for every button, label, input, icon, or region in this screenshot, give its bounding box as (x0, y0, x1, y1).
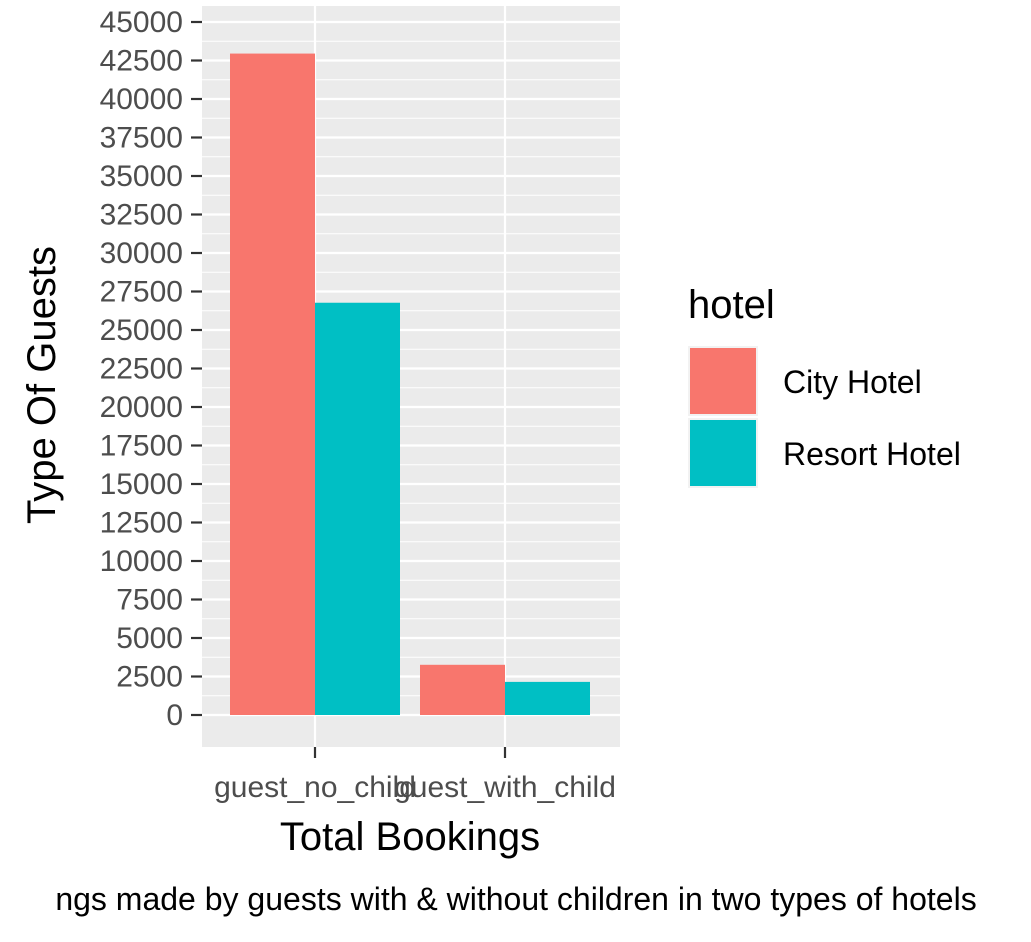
y-axis-title: Type Of Guests (20, 246, 64, 524)
bar-resort-hotel-guest-with-child (505, 681, 590, 715)
y-tick-label: 0 (166, 699, 183, 732)
y-tick-label: 10000 (100, 545, 183, 578)
bars (230, 53, 590, 715)
bar-resort-hotel-guest-no-child (315, 302, 400, 715)
y-tick-label: 40000 (100, 83, 183, 116)
legend-title: hotel (688, 283, 775, 327)
y-tick-label: 22500 (100, 353, 183, 386)
y-tick-label: 5000 (116, 622, 183, 655)
legend-key-resort-hotel (690, 420, 756, 486)
bar-city-hotel-guest-with-child (420, 664, 505, 715)
y-tick-label: 45000 (100, 6, 183, 39)
y-tick-label: 25000 (100, 314, 183, 347)
y-tick-label: 12500 (100, 507, 183, 540)
y-tick-label: 30000 (100, 237, 183, 270)
y-tick-label: 32500 (100, 199, 183, 232)
y-tick-label: 35000 (100, 160, 183, 193)
y-tick-label: 15000 (100, 468, 183, 501)
legend-label: Resort Hotel (783, 436, 961, 472)
y-tick-label: 42500 (100, 45, 183, 78)
x-tick-label: guest_no_child (214, 771, 416, 804)
y-axis: 0 2500 5000 7500 10000 12500 15000 17500 20000 22… (100, 6, 202, 732)
y-tick-label: 20000 (100, 391, 183, 424)
legend: hotel City Hotel Resort Hotel (688, 283, 961, 488)
legend-key-city-hotel (690, 348, 756, 414)
y-tick-label: 17500 (100, 430, 183, 463)
bar-city-hotel-guest-no-child (230, 53, 315, 715)
x-tick-label: guest_with_child (394, 771, 616, 804)
legend-label: City Hotel (783, 364, 922, 400)
caption: ngs made by guests with & without childr… (55, 881, 976, 917)
y-tick-label: 37500 (100, 122, 183, 155)
y-tick-label: 7500 (116, 584, 183, 617)
y-tick-label: 27500 (100, 276, 183, 309)
x-axis-title: Total Bookings (280, 815, 540, 859)
y-tick-label: 2500 (116, 661, 183, 694)
